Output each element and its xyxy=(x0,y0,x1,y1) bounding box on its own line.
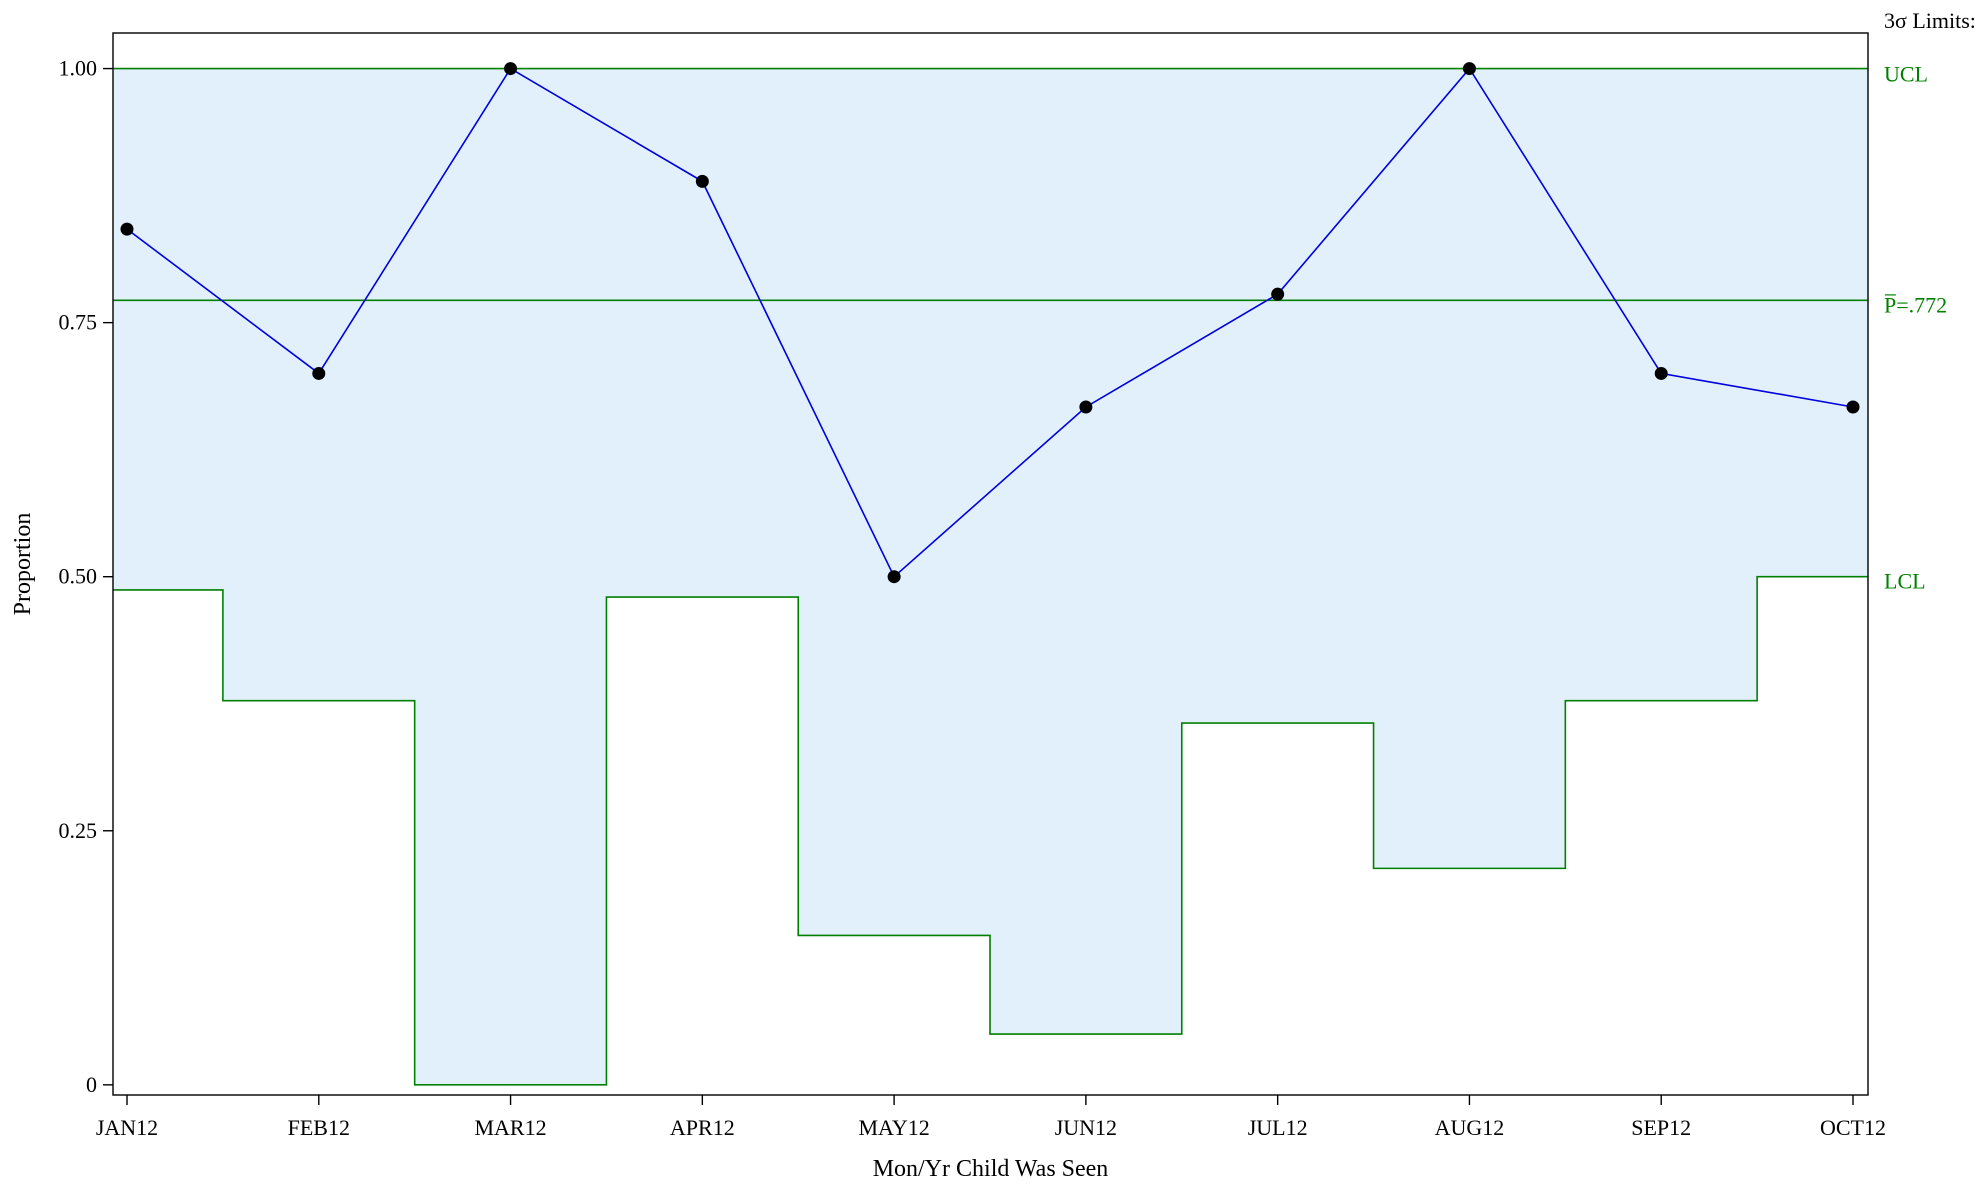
x-tick-label-feb12: FEB12 xyxy=(288,1115,350,1140)
x-tick-label-may12: MAY12 xyxy=(858,1115,929,1140)
data-point-jan12 xyxy=(120,222,134,236)
y-tick-label-0.50: 0.50 xyxy=(59,564,98,589)
axes-layer: 0 0.25 0.50 0.75 1.00 JAN12 FEB12 MAR12 APR12 MAY… xyxy=(59,56,1887,1140)
y-tick-label-0.25: 0.25 xyxy=(59,818,98,843)
x-tick-label-jul12: JUL12 xyxy=(1248,1115,1308,1140)
x-tick-label-aug12: AUG12 xyxy=(1435,1115,1505,1140)
x-tick-label-jan12: JAN12 xyxy=(96,1115,158,1140)
data-point-oct12 xyxy=(1846,400,1860,414)
lcl-line xyxy=(113,575,1868,1086)
data-point-mar12 xyxy=(504,62,518,76)
plot-frame xyxy=(112,32,1869,1096)
y-tick-label-0: 0 xyxy=(86,1072,97,1097)
data-point-may12 xyxy=(887,570,901,584)
data-point-feb12 xyxy=(312,366,326,380)
limit-lines-layer xyxy=(113,67,1868,1086)
lcl-label: LCL xyxy=(1884,569,1926,594)
x-axis-title: Mon/Yr Child Was Seen xyxy=(873,1156,1109,1182)
y-tick-label-0.75: 0.75 xyxy=(59,310,98,335)
limits-band-layer xyxy=(113,68,1868,1085)
y-axis-title: Proportion xyxy=(10,513,36,616)
y-tick-label-1.00: 1.00 xyxy=(59,56,98,81)
series-line xyxy=(126,67,1854,579)
data-point-apr12 xyxy=(695,174,709,188)
x-tick-label-mar12: MAR12 xyxy=(474,1115,546,1140)
x-tick-label-jun12: JUN12 xyxy=(1055,1115,1117,1140)
data-point-jul12 xyxy=(1271,287,1285,301)
x-tick-label-sep12: SEP12 xyxy=(1631,1115,1691,1140)
control-limits-band xyxy=(113,68,1868,1085)
x-tick-label-apr12: APR12 xyxy=(670,1115,735,1140)
center-line-label: P̅=.772 xyxy=(1884,292,1947,317)
ucl-label: UCL xyxy=(1884,62,1928,87)
x-tick-label-oct12: OCT12 xyxy=(1820,1115,1886,1140)
limits-heading: 3σ Limits: xyxy=(1884,8,1976,33)
series-layer xyxy=(120,62,1860,584)
data-point-sep12 xyxy=(1654,366,1668,380)
data-point-aug12 xyxy=(1462,62,1476,76)
data-point-jun12 xyxy=(1079,400,1093,414)
